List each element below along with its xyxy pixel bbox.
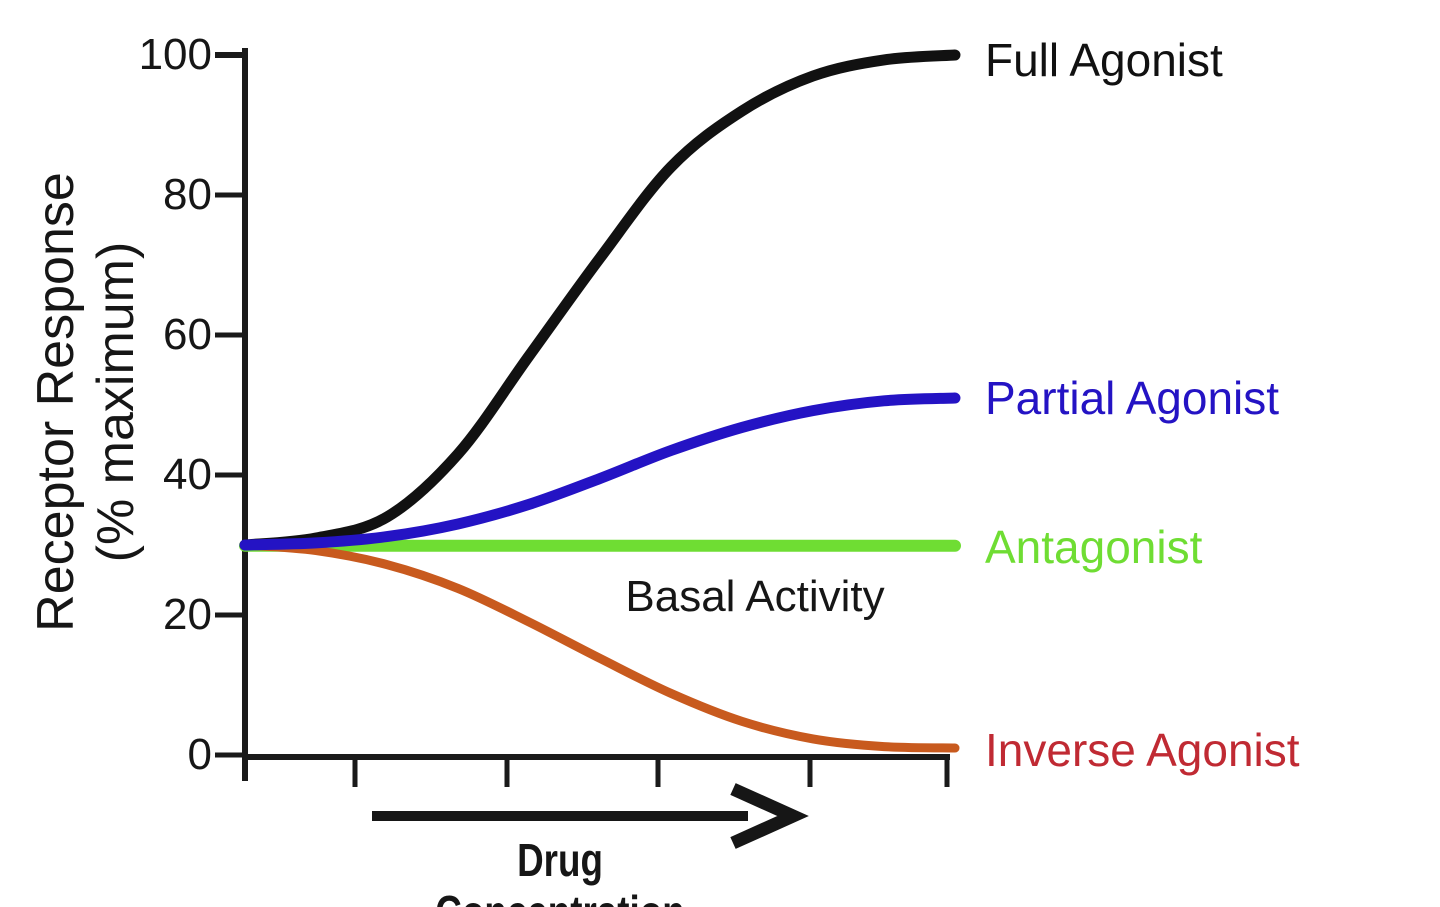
series-label-inverse-agonist: Inverse Agonist: [985, 724, 1300, 776]
y-tick-label-100: 100: [138, 30, 212, 79]
curve-full-agonist: [239, 49, 961, 551]
y-tick-label-0: 0: [187, 730, 212, 779]
y-axis-title-line2: (% maximum): [87, 241, 145, 563]
y-axis-title-line1: Receptor Response: [27, 172, 85, 632]
curve-partial-agonist: [239, 392, 961, 551]
series-label-full-agonist: Full Agonist: [985, 34, 1223, 86]
y-tick-label-80: 80: [163, 170, 212, 219]
y-tick-label-60: 60: [163, 310, 212, 359]
series-label-partial-agonist: Partial Agonist: [985, 372, 1280, 424]
y-axis-title: Receptor Response (% maximum): [26, 52, 150, 752]
basal-activity-annotation: Basal Activity: [625, 572, 885, 621]
x-axis-arrow-head-icon: [730, 783, 809, 849]
y-tick-label-20: 20: [163, 590, 212, 639]
curve-inverse-agonist: [240, 540, 960, 753]
x-axis-title: Drug Concentration: [435, 834, 684, 907]
curves-group: [239, 49, 961, 753]
y-tick-label-40: 40: [163, 450, 212, 499]
series-label-antagonist: Antagonist: [985, 521, 1203, 573]
